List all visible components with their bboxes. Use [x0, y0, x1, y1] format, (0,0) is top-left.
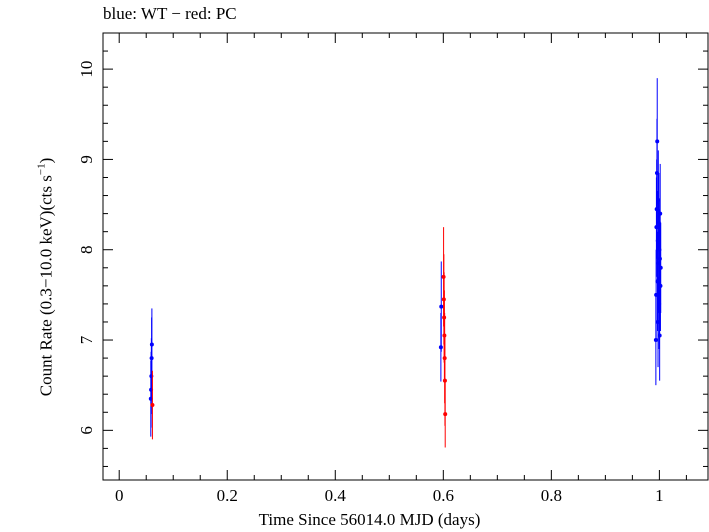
data-point-wt: [656, 220, 661, 225]
data-point-wt: [658, 211, 663, 216]
data-point-wt: [654, 225, 659, 230]
y-tick-label: 9: [77, 155, 96, 164]
data-point-pc: [441, 274, 446, 279]
x-tick-label: 0.4: [325, 486, 347, 505]
data-point-pc: [150, 403, 155, 408]
axes-layer: 0 0.2 0.4 0.6 0.8 1 6 7 8 9 10: [77, 32, 708, 505]
x-tick-label: 0: [115, 486, 124, 505]
data-point-wt: [654, 170, 659, 175]
data-point-wt: [656, 261, 661, 266]
y-axis-label-main: Count Rate (0.3−10.0 keV)(cts s: [36, 175, 56, 397]
plot-frame: [102, 32, 709, 481]
data-point-wt: [149, 342, 154, 347]
data-layer: [148, 78, 663, 448]
y-axis-label: Count Rate (0.3−10.0 keV)(cts s−1): [36, 158, 57, 397]
data-point-pc: [441, 297, 446, 302]
x-tick-label: 0.2: [217, 486, 238, 505]
y-tick-label: 7: [77, 335, 96, 344]
data-point-wt: [654, 292, 659, 297]
data-point-wt: [439, 304, 444, 309]
data-point-wt: [657, 333, 662, 338]
data-point-wt: [657, 256, 662, 261]
data-point-wt: [658, 283, 663, 288]
y-axis-label-exponent: −1: [35, 163, 48, 176]
data-point-wt: [655, 279, 660, 284]
data-point-pc: [443, 412, 448, 417]
data-point-pc: [442, 333, 447, 338]
data-point-wt: [149, 356, 154, 361]
y-axis-label-close: ): [36, 157, 56, 164]
chart-title: blue: WT − red: PC: [103, 4, 237, 23]
x-tick-label: 0.8: [541, 486, 562, 505]
y-tick-label: 8: [77, 245, 96, 254]
data-point-wt: [438, 345, 443, 350]
data-point-pc: [442, 378, 447, 383]
data-point-pc: [442, 356, 447, 361]
data-point-pc: [442, 315, 447, 320]
data-point-wt: [657, 301, 662, 306]
data-point-wt: [656, 198, 661, 203]
data-point-wt: [654, 207, 659, 212]
data-point-wt: [655, 139, 660, 144]
x-tick-label: 1: [655, 486, 664, 505]
data-point-wt: [656, 319, 661, 324]
data-point-wt: [658, 265, 663, 270]
x-axis-label: Time Since 56014.0 MJD (days): [258, 510, 481, 529]
data-point-wt: [657, 247, 662, 252]
y-tick-label: 6: [77, 426, 96, 435]
data-point-wt: [655, 238, 660, 243]
data-point-wt: [148, 396, 153, 401]
y-tick-label: 10: [77, 61, 96, 78]
data-point-wt: [653, 338, 658, 343]
x-tick-label: 0.6: [433, 486, 454, 505]
